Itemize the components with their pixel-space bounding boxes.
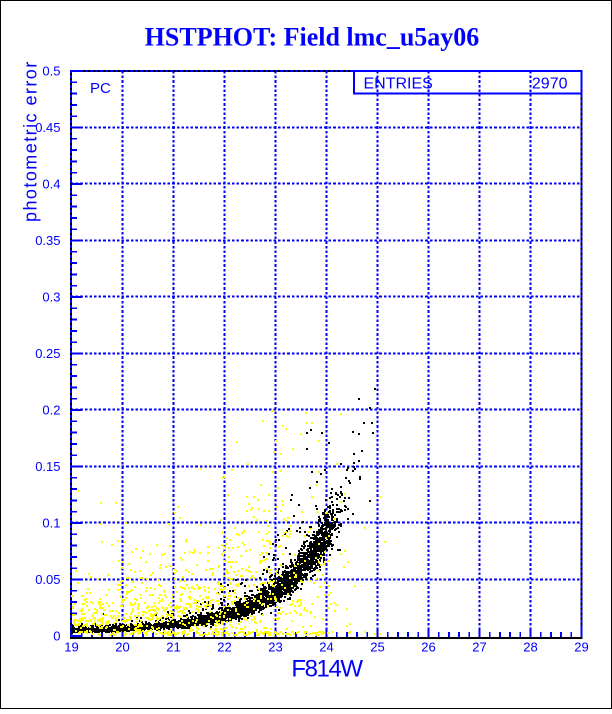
svg-text:0: 0 — [53, 629, 60, 644]
svg-text:27: 27 — [472, 640, 486, 655]
svg-text:0.4: 0.4 — [42, 177, 60, 192]
svg-text:0.2: 0.2 — [42, 403, 60, 418]
svg-text:19: 19 — [64, 640, 78, 655]
svg-text:0.35: 0.35 — [35, 233, 60, 248]
svg-text:0.05: 0.05 — [35, 572, 60, 587]
svg-text:photometric error: photometric error — [21, 60, 41, 222]
svg-text:26: 26 — [421, 640, 435, 655]
svg-text:HSTPHOT: Field lmc_u5ay06: HSTPHOT: Field lmc_u5ay06 — [145, 22, 480, 51]
svg-text:23: 23 — [268, 640, 282, 655]
svg-text:0.45: 0.45 — [35, 120, 60, 135]
svg-text:F814W: F814W — [291, 656, 363, 683]
svg-text:24: 24 — [319, 640, 333, 655]
svg-text:0.5: 0.5 — [42, 64, 60, 79]
svg-text:20: 20 — [115, 640, 129, 655]
svg-text:2970: 2970 — [532, 76, 568, 93]
svg-text:28: 28 — [523, 640, 537, 655]
svg-text:25: 25 — [370, 640, 384, 655]
svg-text:ENTRIES: ENTRIES — [364, 76, 433, 93]
svg-text:29: 29 — [574, 640, 588, 655]
svg-text:22: 22 — [217, 640, 231, 655]
svg-text:0.1: 0.1 — [42, 516, 60, 531]
svg-text:0.25: 0.25 — [35, 346, 60, 361]
svg-text:0.3: 0.3 — [42, 290, 60, 305]
svg-text:21: 21 — [166, 640, 180, 655]
svg-text:PC: PC — [90, 80, 111, 97]
svg-text:0.15: 0.15 — [35, 459, 60, 474]
